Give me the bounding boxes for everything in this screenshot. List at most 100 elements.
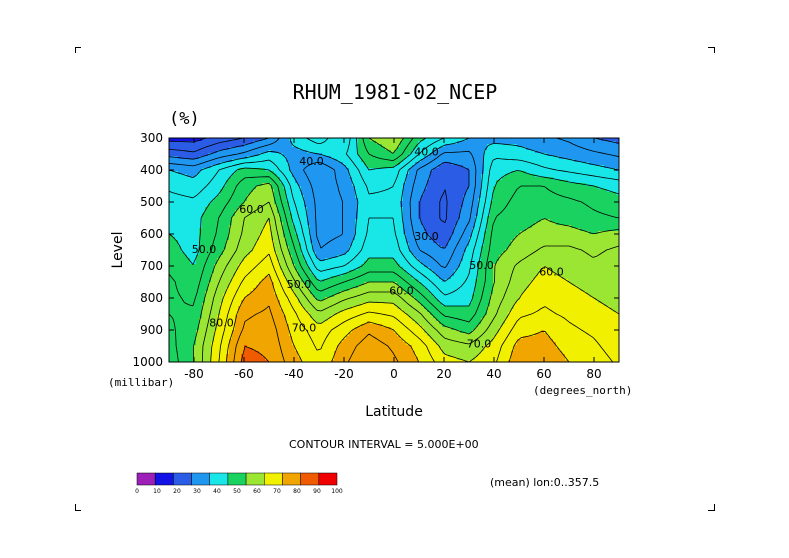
heatmap-cell [331, 345, 335, 349]
heatmap-cell [235, 156, 239, 160]
heatmap-cell [316, 258, 320, 262]
heatmap-cell [178, 255, 182, 259]
heatmap-cell [334, 282, 338, 286]
heatmap-cell [196, 264, 200, 268]
heatmap-cell [298, 339, 302, 343]
heatmap-cell [340, 255, 344, 259]
heatmap-cell [241, 306, 245, 310]
heatmap-cell [199, 156, 203, 160]
heatmap-cell [322, 255, 326, 259]
heatmap-cell [169, 225, 173, 229]
heatmap-cell [271, 183, 275, 187]
heatmap-cell [178, 360, 182, 362]
heatmap-cell [253, 276, 257, 280]
heatmap-cell [280, 252, 284, 256]
heatmap-cell [298, 153, 302, 157]
heatmap-cell [250, 222, 254, 226]
heatmap-cell [352, 294, 356, 298]
heatmap-cell [274, 264, 278, 268]
heatmap-cell [187, 153, 191, 157]
heatmap-cell [226, 240, 230, 244]
heatmap-cell [208, 174, 212, 178]
heatmap-cell [229, 297, 233, 301]
heatmap-cell [313, 312, 317, 316]
heatmap-cell [316, 168, 320, 172]
heatmap-cell [283, 219, 287, 223]
heatmap-cell [352, 291, 356, 295]
heatmap-cell [274, 153, 278, 157]
heatmap-cell [247, 309, 251, 313]
heatmap-cell [253, 156, 257, 160]
heatmap-cell [349, 357, 353, 361]
heatmap-cell [328, 318, 332, 322]
heatmap-cell [241, 189, 245, 193]
heatmap-cell [277, 216, 281, 220]
heatmap-cell [208, 192, 212, 196]
heatmap-cell [220, 219, 224, 223]
heatmap-cell [322, 189, 326, 193]
heatmap-cell [271, 192, 275, 196]
heatmap-cell [253, 354, 257, 358]
heatmap-cell [214, 279, 218, 283]
heatmap-cell [319, 330, 323, 334]
heatmap-cell [244, 246, 248, 250]
heatmap-cell [358, 294, 362, 298]
heatmap-cell [274, 231, 278, 235]
heatmap-cell [283, 252, 287, 256]
heatmap-cell [343, 213, 347, 217]
heatmap-cell [223, 240, 227, 244]
heatmap-cell [280, 336, 284, 340]
heatmap-cell [250, 171, 254, 175]
heatmap-cell [295, 189, 299, 193]
heatmap-cell [253, 237, 257, 241]
heatmap-cell [178, 234, 182, 238]
heatmap-cell [202, 141, 206, 145]
heatmap-cell [343, 147, 347, 151]
heatmap-cell [205, 300, 209, 304]
heatmap-cell [190, 360, 194, 362]
heatmap-cell [241, 213, 245, 217]
heatmap-cell [364, 195, 368, 199]
heatmap-cell [187, 237, 191, 241]
heatmap-cell [235, 348, 239, 352]
heatmap-cell [241, 285, 245, 289]
heatmap-cell [214, 297, 218, 301]
heatmap-cell [286, 204, 290, 208]
heatmap-cell [250, 225, 254, 229]
heatmap-cell [337, 198, 341, 202]
heatmap-cell [343, 357, 347, 361]
heatmap-cell [262, 207, 266, 211]
heatmap-cell [286, 360, 290, 362]
heatmap-cell [190, 288, 194, 292]
heatmap-cell [220, 318, 224, 322]
heatmap-cell [268, 333, 272, 337]
heatmap-cell [172, 237, 176, 241]
heatmap-cell [352, 147, 356, 151]
heatmap-cell [271, 285, 275, 289]
heatmap-cell [235, 213, 239, 217]
heatmap-cell [208, 258, 212, 262]
heatmap-cell [280, 354, 284, 358]
heatmap-cell [307, 264, 311, 268]
heatmap-cell [211, 264, 215, 268]
heatmap-cell [355, 312, 359, 316]
heatmap-cell [301, 264, 305, 268]
heatmap-cell [322, 195, 326, 199]
heatmap-cell [286, 225, 290, 229]
heatmap-cell [289, 171, 293, 175]
heatmap-cell [223, 312, 227, 316]
heatmap-cell [205, 192, 209, 196]
heatmap-cell [364, 276, 368, 280]
heatmap-cell [223, 285, 227, 289]
heatmap-cell [265, 273, 269, 277]
heatmap-cell [349, 270, 353, 274]
heatmap-cell [331, 309, 335, 313]
heatmap-cell [181, 237, 185, 241]
heatmap-cell [211, 147, 215, 151]
heatmap-cell [283, 303, 287, 307]
heatmap-cell [232, 204, 236, 208]
heatmap-cell [316, 285, 320, 289]
heatmap-cell [259, 345, 263, 349]
heatmap-cell [322, 321, 326, 325]
heatmap-cell [241, 165, 245, 169]
